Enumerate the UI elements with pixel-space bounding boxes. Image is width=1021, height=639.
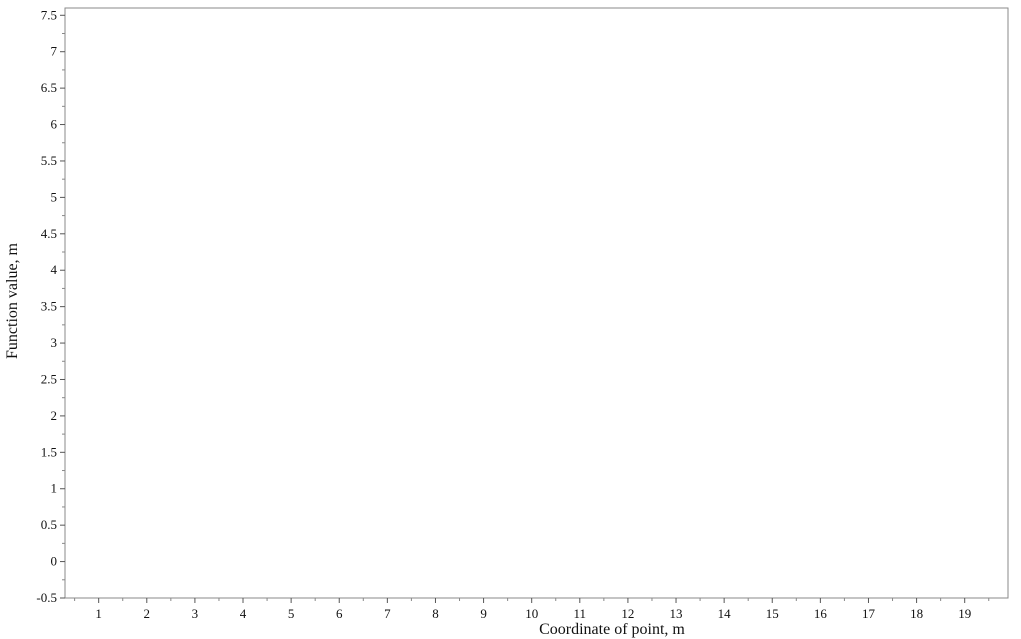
x-tick-label: 19 [958,606,971,621]
y-tick-label: 0 [51,554,58,569]
y-tick-label: 4.5 [41,226,57,241]
x-tick-label: 11 [574,606,587,621]
x-tick-label: 17 [862,606,876,621]
y-tick-label: 2.5 [41,371,57,386]
x-tick-label: 14 [718,606,732,621]
y-axis-title: Function value, m [4,242,21,359]
x-tick-label: 15 [766,606,779,621]
x-tick-label: 7 [384,606,391,621]
y-tick-label: 0.5 [41,517,57,532]
x-tick-label: 6 [336,606,343,621]
y-tick-label: 1.5 [41,444,57,459]
y-tick-label: 7 [51,44,58,59]
x-tick-label: 16 [814,606,828,621]
y-tick-label: 4 [51,262,58,277]
y-tick-label: 7.5 [41,7,57,22]
x-axis-title: Coordinate of point, m [539,621,685,638]
x-tick-label: 13 [670,606,683,621]
y-tick-label: 2 [51,408,58,423]
plot-frame [64,7,1009,599]
y-tick-label: 3 [51,335,58,350]
x-tick-label: 18 [910,606,923,621]
y-tick-label: 6 [51,117,58,132]
y-tick-label: 3.5 [41,299,57,314]
x-tick-label: 12 [621,606,634,621]
x-tick-label: 9 [480,606,487,621]
y-tick-label: 1 [51,481,58,496]
x-tick-label: 5 [288,606,295,621]
y-tick-label: 6.5 [41,80,57,95]
x-tick-label: 1 [95,606,102,621]
tick-labels: -0.500.511.522.533.544.555.566.577.51 2 3 4… [36,7,971,621]
x-tick-label: 8 [432,606,439,621]
x-tick-label: 3 [192,606,199,621]
x-tick-label: 2 [144,606,151,621]
x-tick-label: 4 [240,606,247,621]
y-tick-label: -0.5 [36,590,57,605]
x-tick-label: 10 [525,606,538,621]
y-tick-label: 5.5 [41,153,57,168]
y-tick-label: 5 [51,189,58,204]
axes [60,7,1009,603]
